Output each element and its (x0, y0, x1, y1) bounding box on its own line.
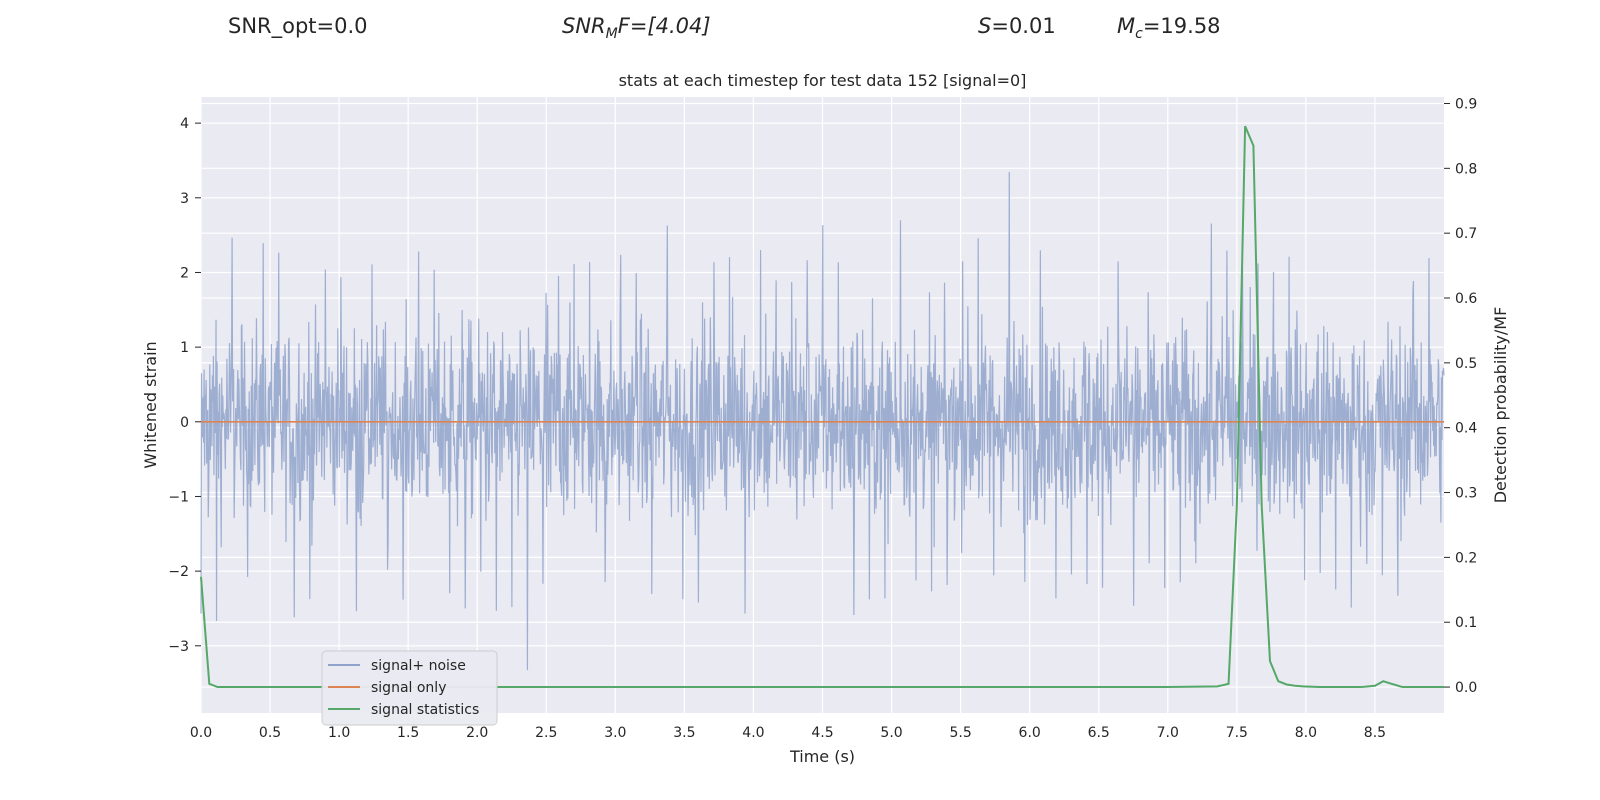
x-tick-label: 8.5 (1364, 725, 1386, 741)
x-tick-label: 5.5 (949, 725, 971, 741)
legend: signal+ noise signal only signal statistic… (321, 650, 498, 726)
y-axis-left: −3 −2 −1 0 1 2 3 4 (168, 116, 201, 655)
legend-entry: signal statistics (371, 702, 479, 718)
noise-trace (200, 172, 1445, 671)
y2-tick-label: 0.8 (1455, 161, 1477, 177)
x-tick-label: 2.0 (466, 725, 488, 741)
y2-tick-label: 0.7 (1455, 226, 1477, 242)
y2-tick-label: 0.5 (1455, 356, 1477, 372)
x-tick-label: 3.0 (604, 725, 626, 741)
y-tick-label: −3 (168, 639, 189, 655)
x-tick-label: 6.5 (1088, 725, 1110, 741)
x-tick-label: 1.5 (397, 725, 419, 741)
y-tick-label: 3 (180, 191, 189, 207)
snr-mf-label: SNRMF=[4.04] (562, 14, 711, 43)
legend-entry: signal only (371, 680, 446, 696)
chart-title: stats at each timestep for test data 152… (619, 71, 1027, 90)
x-tick-label: 4.0 (742, 725, 764, 741)
y2-tick-label: 0.2 (1455, 550, 1477, 566)
y-axis-label: Whitened strain (141, 341, 160, 468)
y2-tick-label: 0.6 (1455, 291, 1477, 307)
y-tick-label: 4 (180, 116, 189, 132)
x-tick-label: 5.0 (880, 725, 902, 741)
y-tick-label: 0 (180, 415, 189, 431)
y-tick-label: −2 (168, 564, 189, 580)
x-axis-label: Time (s) (789, 747, 855, 766)
snr-opt-label: SNR_opt=0.0 (228, 14, 368, 38)
y2-tick-label: 0.4 (1455, 421, 1477, 437)
x-tick-label: 3.5 (673, 725, 695, 741)
y2-tick-label: 0.0 (1455, 680, 1477, 696)
y2-axis-label: Detection probability/MF (1491, 307, 1510, 504)
x-tick-label: 7.0 (1157, 725, 1179, 741)
signal-noise-series (200, 172, 1445, 671)
x-tick-label: 1.0 (328, 725, 350, 741)
x-tick-label: 0.0 (190, 725, 212, 741)
y2-tick-label: 0.9 (1455, 96, 1477, 112)
y-axis-right: 0.0 0.1 0.2 0.3 0.4 0.5 0.6 0.7 0.8 0.9 (1444, 96, 1477, 696)
legend-box (321, 650, 498, 726)
x-axis: 0.0 0.5 1.0 1.5 2.0 2.5 3.0 3.5 4.0 4.5 5.0 5.5 6.0 6… (190, 725, 1386, 741)
x-tick-label: 7.5 (1226, 725, 1248, 741)
x-tick-label: 6.0 (1019, 725, 1041, 741)
x-tick-label: 8.0 (1295, 725, 1317, 741)
x-tick-label: 2.5 (535, 725, 557, 741)
mc-value-label: Mc=19.58 (1117, 14, 1221, 43)
y2-tick-label: 0.3 (1455, 486, 1477, 502)
y2-tick-label: 0.1 (1455, 615, 1477, 631)
legend-entry: signal+ noise (371, 658, 466, 674)
y-tick-label: −1 (168, 489, 189, 505)
x-tick-label: 4.5 (811, 725, 833, 741)
y-tick-label: 1 (180, 340, 189, 356)
x-tick-label: 0.5 (259, 725, 281, 741)
y-tick-label: 2 (180, 265, 189, 281)
s-value-label: S=0.01 (978, 14, 1056, 38)
